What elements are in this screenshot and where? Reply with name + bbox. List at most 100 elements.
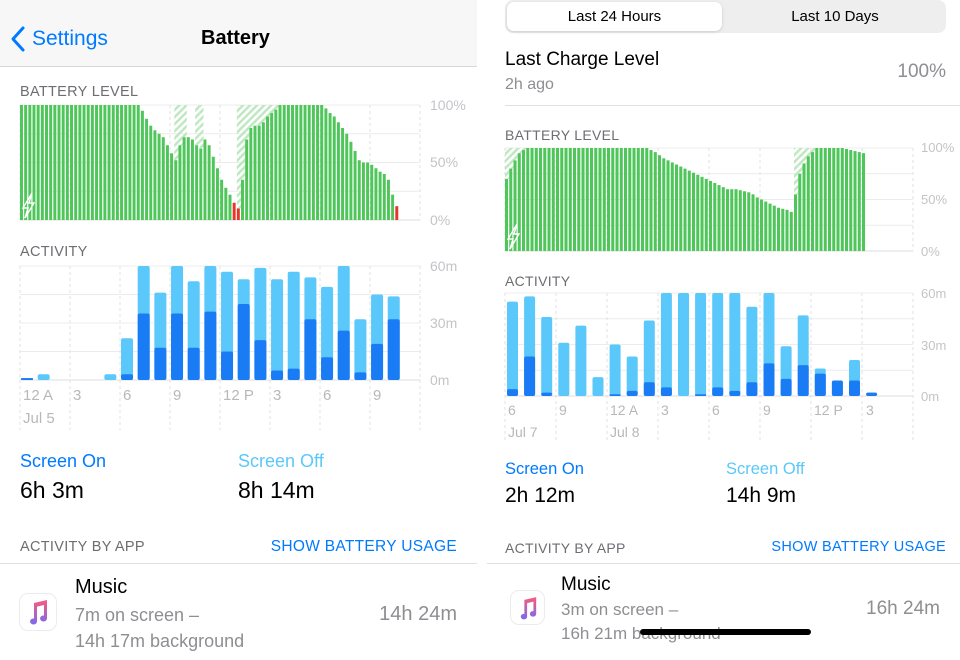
battery-bar	[849, 150, 853, 251]
screen-on-bar	[121, 374, 134, 380]
screen-on-value: 6h 3m	[20, 477, 84, 503]
battery-bar	[768, 203, 772, 251]
battery-bar	[199, 148, 203, 220]
show-battery-usage-button[interactable]: SHOW BATTERY USAGE	[771, 539, 946, 555]
battery-bar	[136, 105, 140, 220]
battery-bar	[211, 156, 215, 220]
app-total-time: 14h 24m	[379, 603, 457, 625]
time-tick: 9	[559, 402, 567, 418]
battery-bar	[20, 105, 23, 220]
battery-bar	[687, 170, 691, 251]
divider	[0, 563, 477, 564]
charging-hatch	[806, 148, 811, 157]
battery-bar	[224, 187, 228, 220]
battery-bar	[24, 105, 28, 220]
battery-bar	[195, 145, 199, 220]
battery-bar	[291, 105, 295, 220]
battery-bar	[86, 105, 90, 220]
battery-bar	[349, 141, 353, 220]
battery-bar	[700, 176, 704, 251]
battery-bar	[530, 148, 534, 251]
battery-bar	[734, 189, 738, 251]
battery-bar	[257, 125, 261, 220]
battery-bar	[140, 110, 144, 220]
screen-on-bar	[321, 357, 334, 380]
charging-hatch	[199, 105, 204, 149]
battery-bar	[556, 148, 560, 251]
tab-last-24-hours[interactable]: Last 24 Hours	[567, 8, 662, 25]
battery-bar	[57, 105, 61, 220]
battery-bar	[320, 105, 324, 220]
battery-bar	[286, 105, 290, 220]
screen-on-bar	[254, 340, 267, 380]
music-note-icon	[520, 596, 536, 619]
back-button[interactable]: Settings	[10, 24, 108, 54]
screen-off-bar	[321, 286, 334, 380]
battery-bar	[186, 137, 190, 220]
screen-on-bar	[797, 365, 809, 396]
screen-off-bar	[592, 377, 604, 396]
battery-bar	[692, 172, 696, 251]
activity-heading: ACTIVITY	[20, 244, 88, 260]
battery-bar	[40, 105, 44, 220]
battery-bar	[636, 148, 640, 251]
show-battery-usage-button[interactable]: SHOW BATTERY USAGE	[270, 538, 457, 555]
battery-bar	[543, 148, 547, 251]
time-tick: 6	[508, 402, 516, 418]
last-charge-ago: 2h ago	[505, 76, 554, 93]
battery-bar	[36, 105, 40, 220]
battery-bar	[857, 152, 861, 251]
battery-bar	[178, 145, 182, 220]
battery-bar	[270, 113, 274, 220]
home-indicator[interactable]	[640, 629, 811, 635]
time-tick: 9	[173, 387, 182, 404]
battery-bar	[232, 202, 236, 220]
battery-bar	[332, 116, 336, 220]
battery-bar	[823, 148, 827, 251]
axis-label: 0m	[430, 372, 450, 388]
battery-bar	[709, 180, 713, 251]
axis-label: 60m	[430, 258, 458, 274]
right-battery-chart	[504, 147, 914, 440]
battery-bar	[361, 162, 365, 220]
time-tick: 3	[661, 402, 669, 418]
battery-bar	[853, 151, 857, 251]
battery-bar	[645, 148, 649, 251]
charging-hatch	[509, 148, 514, 169]
charging-hatch	[236, 105, 242, 209]
battery-bar	[170, 153, 174, 220]
screen-off-bar	[729, 293, 741, 396]
page-title: Battery	[201, 27, 270, 49]
battery-bar	[522, 150, 526, 251]
battery-bar	[726, 189, 730, 251]
battery-bar	[649, 150, 653, 251]
charging-hatch	[178, 105, 183, 146]
battery-bar	[862, 153, 866, 251]
battery-bar	[299, 105, 303, 220]
battery-bar	[564, 148, 568, 251]
charging-hatch	[266, 105, 271, 117]
battery-bar	[328, 113, 332, 220]
time-range-segmented-control: Last 24 Hours Last 10 Days	[505, 0, 946, 33]
battery-bar	[107, 105, 111, 220]
screen-on-bar	[849, 380, 860, 396]
tab-last-10-days[interactable]: Last 10 Days	[791, 8, 879, 25]
battery-bar	[815, 148, 819, 251]
screen-off-value: 8h 14m	[238, 477, 315, 503]
battery-level-heading: BATTERY LEVEL	[505, 127, 620, 143]
battery-bar	[182, 137, 186, 220]
battery-bar	[370, 164, 374, 220]
charging-hatch	[505, 148, 510, 179]
date-tick: Jul 7	[508, 424, 538, 440]
battery-bar	[207, 145, 211, 220]
screen-on-bar	[154, 347, 167, 380]
app-detail-line1: 3m on screen –	[561, 600, 679, 619]
divider	[487, 563, 960, 564]
battery-bar	[802, 163, 806, 251]
battery-bar	[353, 151, 357, 220]
battery-bar	[607, 148, 611, 251]
battery-bar	[124, 105, 128, 220]
charging-hatch	[261, 105, 267, 123]
battery-bar	[624, 148, 628, 251]
battery-bar	[785, 209, 789, 251]
